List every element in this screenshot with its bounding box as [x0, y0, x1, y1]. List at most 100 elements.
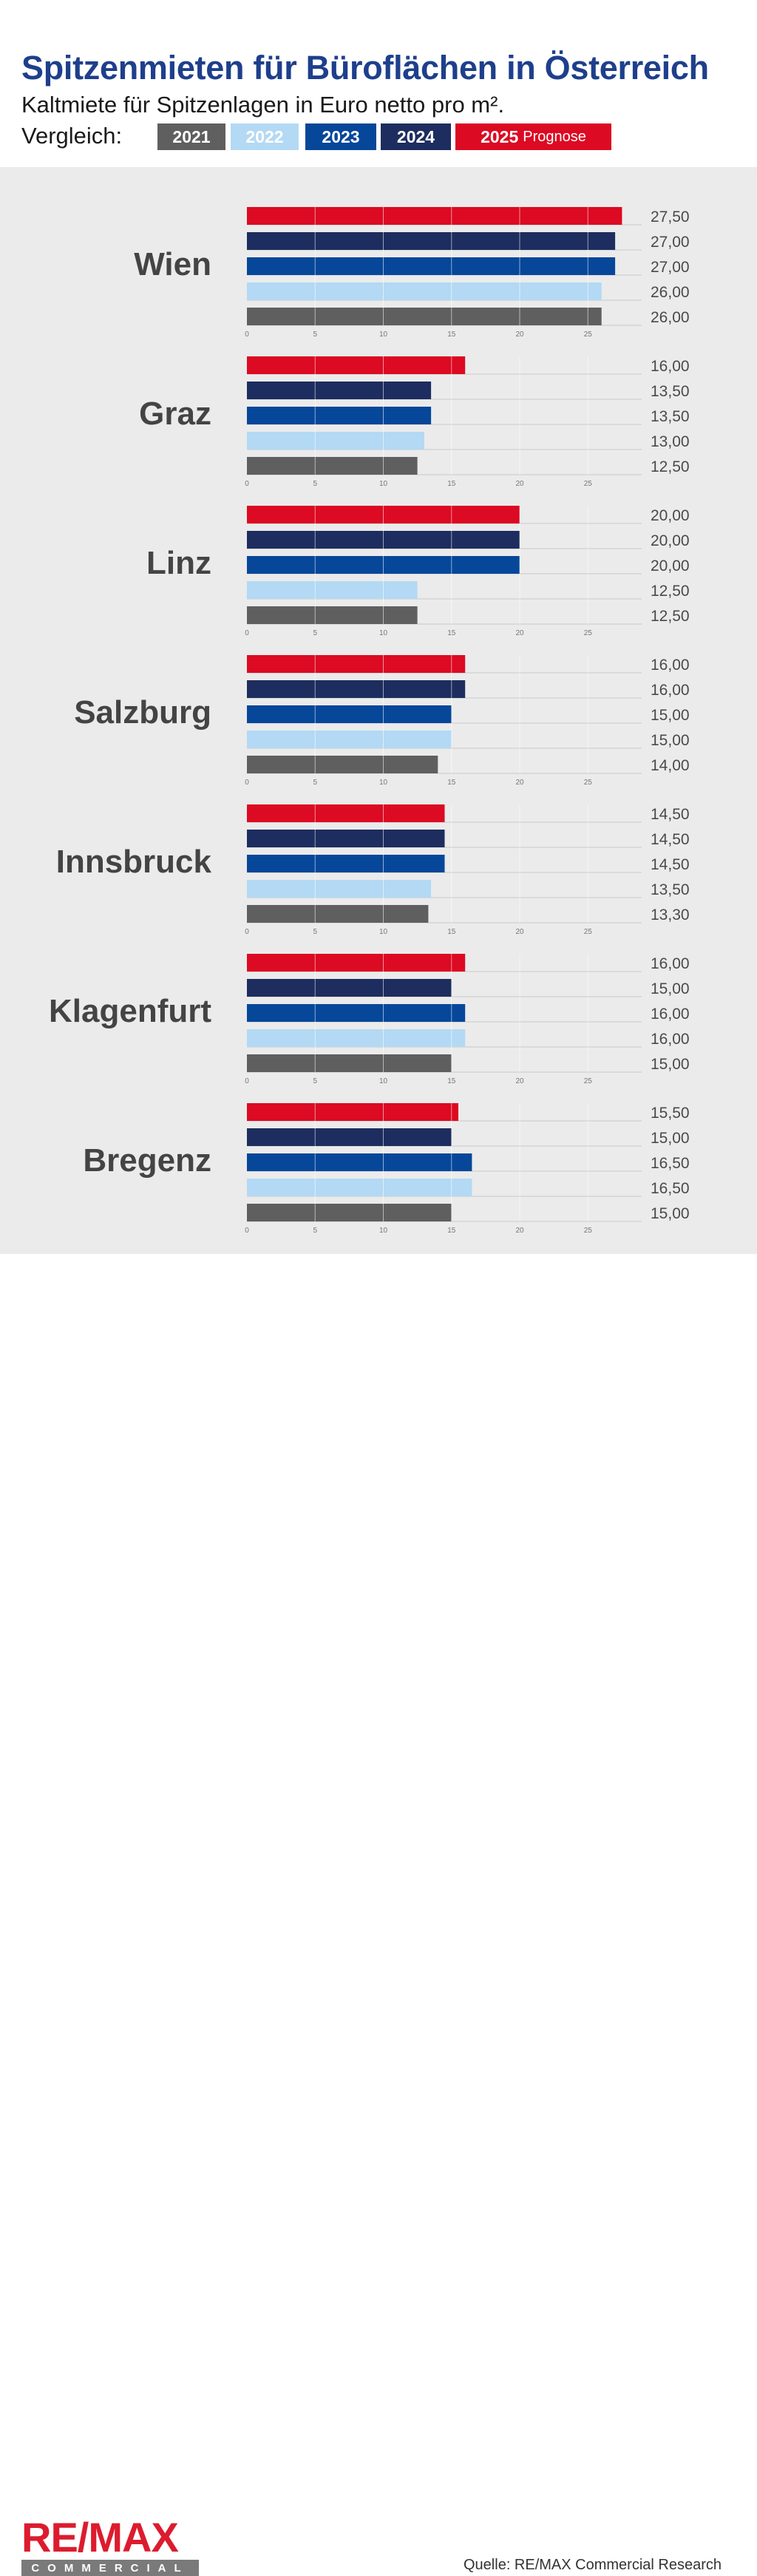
- value-label: 13,50: [651, 408, 690, 425]
- city-label: Linz: [146, 545, 211, 581]
- tick-label: 25: [584, 629, 593, 637]
- city-group-salzburg: 16,00 16,00 15,00 15,00 14,00 0 5 10 15 20 25 Salzb…: [74, 655, 690, 787]
- chart-title: Spitzenmieten für Büroflächen in Österre…: [21, 49, 709, 87]
- bar-2022: [247, 1029, 466, 1047]
- tick-label: 25: [584, 331, 593, 339]
- value-label: 12,50: [651, 608, 690, 625]
- value-label: 13,30: [651, 906, 690, 923]
- value-label: 14,50: [651, 806, 690, 823]
- tick-label: 15: [447, 629, 456, 637]
- legend-item-2022: 2022: [231, 123, 299, 150]
- bar-2024: [247, 1128, 452, 1146]
- bar-2023: [247, 1004, 466, 1022]
- logo-wordmark: RE/MAX: [21, 2514, 179, 2560]
- city-label: Graz: [139, 396, 211, 432]
- tick-label: 10: [379, 928, 388, 936]
- bar-2021: [247, 308, 602, 325]
- tick-label: 0: [245, 629, 249, 637]
- legend-label: 2023: [322, 126, 360, 146]
- value-label: 26,00: [651, 284, 690, 301]
- value-label: 16,00: [651, 657, 690, 674]
- remax-logo: RE/MAX COMMERCIAL: [21, 2517, 199, 2576]
- city-label: Wien: [134, 246, 211, 282]
- value-label: 14,50: [651, 831, 690, 848]
- legend-item-2024: 2024: [381, 123, 451, 150]
- tick-label: 5: [313, 480, 317, 488]
- bar-2024: [247, 382, 432, 399]
- legend-label: 2021: [172, 126, 211, 146]
- tick-label: 5: [313, 1077, 317, 1085]
- tick-label: 5: [313, 1227, 317, 1235]
- chart-subtitle: Kaltmiete für Spitzenlagen in Euro netto…: [21, 92, 505, 118]
- value-label: 15,00: [651, 1056, 690, 1073]
- bar-2023: [247, 1153, 472, 1171]
- value-label: 14,50: [651, 856, 690, 873]
- legend-label: 2025: [481, 126, 519, 146]
- legend-label: 2022: [245, 126, 284, 146]
- tick-label: 20: [515, 629, 524, 637]
- city-group-klagenfurt: 16,00 15,00 16,00 16,00 15,00 0 5 10 15 20 25 Klage…: [49, 954, 690, 1085]
- tick-label: 25: [584, 1227, 593, 1235]
- bar-2025: [247, 954, 466, 972]
- legend-label: 2024: [396, 126, 435, 146]
- value-label: 13,50: [651, 881, 690, 898]
- bar-2025: [247, 1103, 458, 1121]
- tick-label: 15: [447, 480, 456, 488]
- tick-label: 5: [313, 331, 317, 339]
- source-note: Quelle: RE/MAX Commercial Research: [464, 2557, 722, 2573]
- bar-2021: [247, 905, 429, 923]
- tick-label: 15: [447, 928, 456, 936]
- tick-label: 10: [379, 1077, 388, 1085]
- value-label: 14,00: [651, 757, 690, 774]
- legend-note: Prognose: [523, 128, 586, 145]
- value-label: 16,00: [651, 1031, 690, 1048]
- bar-2025: [247, 655, 466, 673]
- city-group-graz: 16,00 13,50 13,50 13,00 12,50 0 5 10 15 20 25 Graz: [139, 356, 690, 488]
- tick-label: 0: [245, 331, 249, 339]
- value-label: 12,50: [651, 458, 690, 475]
- tick-label: 15: [447, 779, 456, 787]
- value-label: 20,00: [651, 557, 690, 574]
- tick-label: 0: [245, 928, 249, 936]
- bar-2021: [247, 1204, 452, 1221]
- legend-item-2023: 2023: [305, 123, 376, 150]
- value-label: 15,00: [651, 707, 690, 724]
- tick-label: 10: [379, 779, 388, 787]
- tick-label: 15: [447, 331, 456, 339]
- value-label: 15,00: [651, 732, 690, 749]
- value-label: 15,50: [651, 1105, 690, 1122]
- legend-caption: Vergleich:: [21, 123, 123, 149]
- value-label: 16,00: [651, 682, 690, 699]
- tick-label: 20: [515, 1227, 524, 1235]
- city-group-bregenz: 15,50 15,00 16,50 16,50 15,00 0 5 10 15 20 25 Brege…: [83, 1103, 690, 1235]
- tick-label: 10: [379, 629, 388, 637]
- bar-2022: [247, 1179, 472, 1196]
- bar-2023: [247, 855, 445, 872]
- bar-2021: [247, 606, 418, 624]
- value-label: 16,00: [651, 358, 690, 375]
- city-group-linz: 20,00 20,00 20,00 12,50 12,50 0 5 10 15 20 25 Linz: [146, 506, 690, 637]
- tick-label: 0: [245, 1077, 249, 1085]
- tick-label: 15: [447, 1227, 456, 1235]
- tick-label: 15: [447, 1077, 456, 1085]
- tick-label: 20: [515, 928, 524, 936]
- tick-label: 20: [515, 480, 524, 488]
- value-label: 27,50: [651, 209, 690, 226]
- tick-label: 10: [379, 480, 388, 488]
- legend-item-2021: 2021: [157, 123, 225, 150]
- tick-label: 5: [313, 928, 317, 936]
- bar-2024: [247, 232, 616, 250]
- chart-area: 27,50 27,00 27,00 26,00 26,00 0 5 10 15 20 25 Wien 1…: [0, 167, 757, 1254]
- tick-label: 5: [313, 779, 317, 787]
- value-label: 20,00: [651, 532, 690, 549]
- bar-2025: [247, 804, 445, 822]
- bar-2023: [247, 705, 452, 723]
- header: Spitzenmieten für Büroflächen in Österre…: [0, 0, 757, 167]
- value-label: 13,00: [651, 433, 690, 450]
- tick-label: 0: [245, 779, 249, 787]
- tick-label: 25: [584, 480, 593, 488]
- value-label: 26,00: [651, 309, 690, 326]
- tick-label: 20: [515, 1077, 524, 1085]
- tick-label: 20: [515, 779, 524, 787]
- bar-2022: [247, 282, 602, 300]
